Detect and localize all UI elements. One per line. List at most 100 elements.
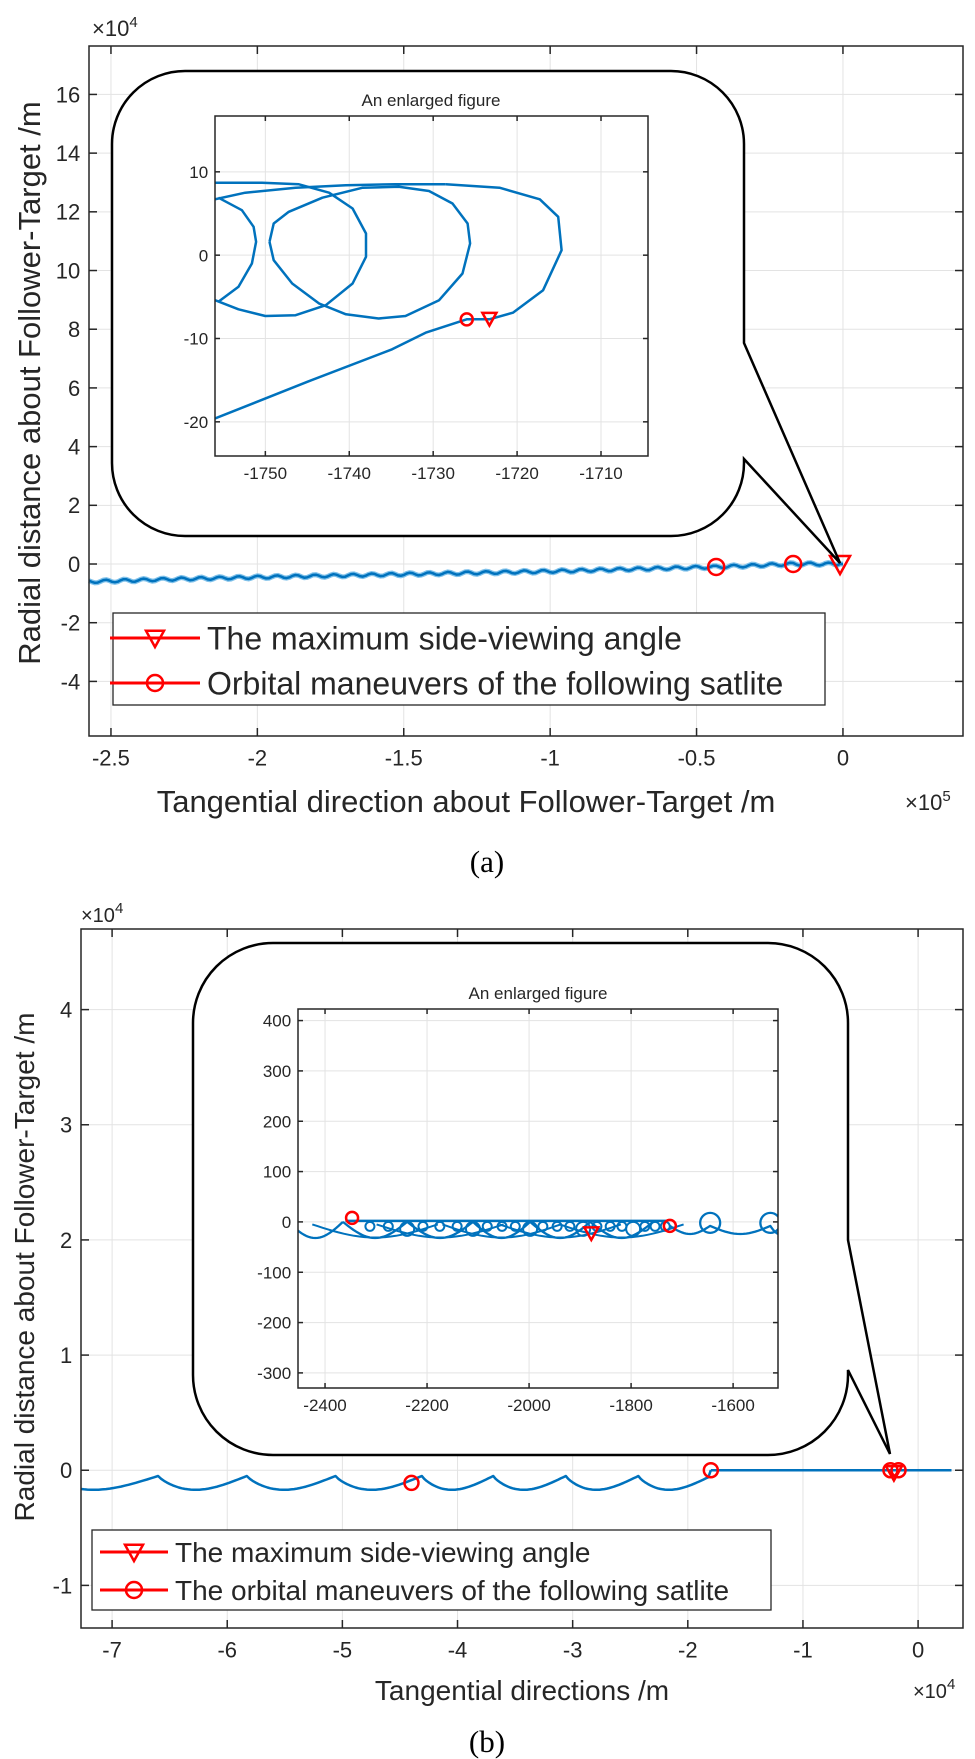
y-tick-label: 10 xyxy=(189,163,208,182)
maneuver-marker xyxy=(344,1210,360,1226)
y-tick-label: 6 xyxy=(68,376,80,401)
x-tick-label: -0.5 xyxy=(678,746,716,771)
y-tick-label: 0 xyxy=(60,1458,72,1483)
panel-a-inset-title: An enlarged figure xyxy=(362,91,501,110)
x-tick-label: -2200 xyxy=(405,1396,448,1415)
inset-small-loop xyxy=(509,1220,521,1232)
x-tick-label: -6 xyxy=(217,1638,237,1663)
max-angle-marker xyxy=(480,311,499,329)
inset-small-loop xyxy=(417,1220,429,1232)
y-tick-label: 10 xyxy=(56,258,80,283)
inset-arc xyxy=(311,1223,439,1239)
maneuver-marker xyxy=(882,1461,899,1479)
x-tick-label: -2000 xyxy=(507,1396,550,1415)
inset-trajectory xyxy=(268,185,472,320)
x-tick-label: -1 xyxy=(793,1638,813,1663)
x-tick-label: -1750 xyxy=(244,464,287,483)
inset-small-loop xyxy=(496,1220,508,1232)
panel-b-caption: (b) xyxy=(469,1724,505,1759)
y-tick-label: 8 xyxy=(68,317,80,342)
axes-box xyxy=(214,115,649,457)
max-angle-marker xyxy=(582,1226,601,1243)
inset-small-loop xyxy=(464,1220,481,1237)
maneuver-marker xyxy=(890,1461,907,1479)
inset-right-trajectory xyxy=(669,1224,778,1236)
inset-small-loop xyxy=(649,1220,661,1232)
panel-a-caption: (a) xyxy=(470,844,504,879)
max-angle-marker xyxy=(827,554,853,577)
inset-small-loop xyxy=(481,1220,493,1232)
y-tick-label: 14 xyxy=(56,141,80,166)
inset-trajectory xyxy=(215,183,563,420)
x-tick-label: -1 xyxy=(540,746,560,771)
x-tick-label: -2 xyxy=(678,1638,698,1663)
y-tick-label: -1 xyxy=(53,1573,73,1598)
x-tick-label: -2 xyxy=(248,746,268,771)
trajectory-line xyxy=(81,1469,712,1492)
panel-a-xlabel: Tangential direction about Follower-Targ… xyxy=(157,784,776,819)
panel-a-exponent-x: ×105 xyxy=(905,788,951,815)
axes-box xyxy=(80,928,964,1629)
x-tick-label: -1740 xyxy=(328,464,371,483)
y-tick-label: 0 xyxy=(68,552,80,577)
legend-label: The maximum side-viewing angle xyxy=(175,1537,591,1568)
y-tick-label: 4 xyxy=(68,435,80,460)
callout-bubble xyxy=(110,69,842,564)
y-tick-label: -300 xyxy=(257,1364,291,1383)
panel-b-exponent-y: ×104 xyxy=(81,900,123,927)
inset-big-loop xyxy=(759,1211,778,1235)
y-tick-label: 1 xyxy=(60,1343,72,1368)
x-tick-label: -5 xyxy=(333,1638,353,1663)
y-tick-label: 200 xyxy=(263,1112,291,1131)
inset-big-loop xyxy=(699,1211,722,1235)
legend-label: The maximum side-viewing angle xyxy=(207,621,682,657)
y-tick-label: 400 xyxy=(263,1012,291,1031)
panel-b-xlabel: Tangential directions /m xyxy=(375,1675,669,1706)
legend-label: The orbital maneuvers of the following s… xyxy=(175,1575,729,1606)
x-tick-label: -3 xyxy=(563,1638,583,1663)
inset-trajectory xyxy=(217,196,258,303)
panel-a-ylabel: Radial distance about Follower-Target /m xyxy=(12,101,47,664)
inset-small-loop xyxy=(604,1220,616,1232)
y-tick-label: 4 xyxy=(60,998,72,1023)
y-tick-label: 2 xyxy=(60,1228,72,1253)
legend-triangle-icon xyxy=(143,629,167,650)
axes-box xyxy=(297,1008,779,1389)
panel-b-ylabel: Radial distance about Follower-Target /m xyxy=(9,1013,40,1522)
x-tick-label: -1730 xyxy=(411,464,454,483)
inset-small-loop xyxy=(564,1220,576,1232)
legend-circle-icon xyxy=(124,1580,144,1600)
inset-small-loop xyxy=(364,1220,376,1232)
legend xyxy=(112,612,826,706)
x-tick-label: 0 xyxy=(912,1638,924,1663)
inset-arc xyxy=(298,1221,344,1240)
y-tick-label: -200 xyxy=(257,1314,291,1333)
y-tick-label: 12 xyxy=(56,200,80,225)
legend-triangle-icon xyxy=(122,1543,146,1564)
panel-b: -2400 -2200 -2000 -1800 -1600-300-200-100010… xyxy=(53,928,964,1663)
inset-small-loop xyxy=(537,1220,549,1232)
legend xyxy=(91,1529,772,1611)
maneuver-marker xyxy=(706,557,726,577)
y-tick-label: -10 xyxy=(184,330,209,349)
y-tick-label: -20 xyxy=(184,413,209,432)
inset-small-loop xyxy=(639,1220,651,1232)
x-tick-label: -1600 xyxy=(711,1396,754,1415)
x-tick-label: 0 xyxy=(837,746,849,771)
y-tick-label: 16 xyxy=(56,82,80,107)
inset-small-loop xyxy=(575,1220,592,1237)
maneuver-marker xyxy=(702,1461,720,1479)
y-tick-label: 0 xyxy=(282,1213,291,1232)
inset-plot xyxy=(215,181,563,420)
y-tick-label: -100 xyxy=(257,1263,291,1282)
x-tick-label: -2400 xyxy=(303,1396,346,1415)
inset-small-loop xyxy=(451,1220,463,1232)
inset-small-loop xyxy=(382,1220,394,1232)
max-angle-marker xyxy=(883,1464,905,1484)
y-tick-label: -2 xyxy=(61,611,81,636)
maneuver-marker xyxy=(662,1218,678,1234)
inset-small-loop xyxy=(522,1220,539,1237)
maneuver-marker xyxy=(403,1474,420,1492)
